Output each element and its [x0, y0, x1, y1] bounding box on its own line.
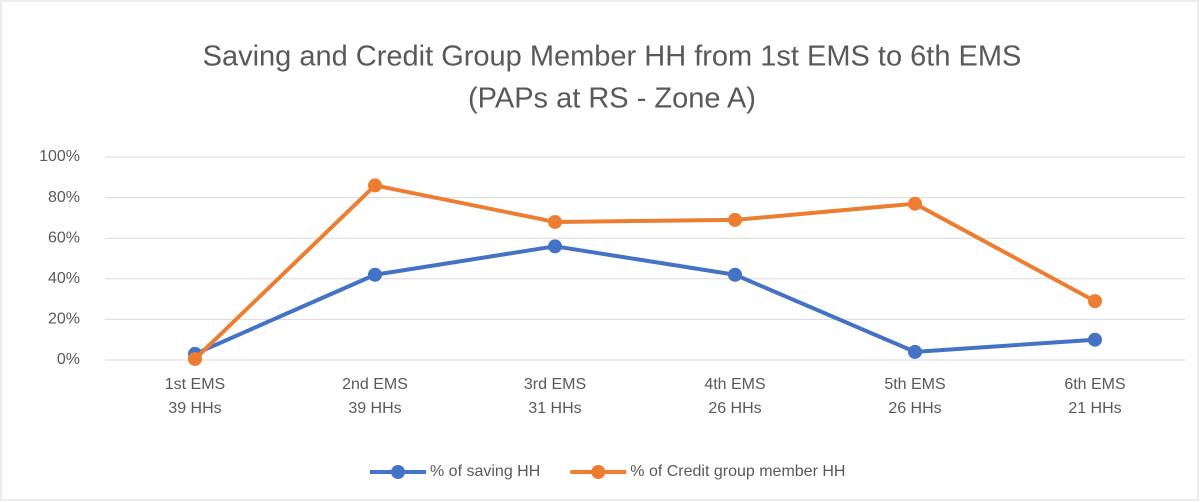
chart-subtitle: (PAPs at RS - Zone A) — [468, 83, 756, 115]
x-tick-label: 6th EMS — [1064, 376, 1125, 393]
series-line — [194, 244, 1096, 356]
data-point — [548, 239, 562, 254]
chart-title: Saving and Credit Group Member HH from 1… — [203, 41, 1022, 73]
x-tick-label: 26 HHs — [708, 400, 761, 417]
y-tick-label: 80% — [48, 189, 80, 206]
series-line — [193, 183, 1096, 361]
legend-label: % of saving HH — [430, 463, 540, 480]
y-tick-label: 100% — [39, 148, 80, 165]
data-point — [368, 267, 382, 282]
legend-label: % of Credit group member HH — [630, 463, 845, 480]
y-tick-label: 40% — [48, 270, 80, 287]
y-tick-label: 60% — [48, 229, 80, 246]
x-tick-label: 4th EMS — [704, 376, 765, 393]
y-tick-label: 20% — [48, 311, 80, 328]
x-tick-label: 26 HHs — [888, 400, 941, 417]
data-point — [728, 212, 742, 227]
x-tick-label: 39 HHs — [168, 400, 221, 417]
data-point — [188, 351, 202, 366]
data-point — [1088, 294, 1102, 309]
x-tick-label: 1st EMS — [165, 376, 225, 393]
x-tick-label: 5th EMS — [884, 376, 945, 393]
data-point — [908, 344, 922, 359]
data-point — [548, 214, 562, 229]
x-tick-label: 3rd EMS — [524, 376, 586, 393]
legend-swatch-marker — [591, 465, 606, 479]
data-point — [908, 196, 922, 211]
legend-swatch-marker — [391, 465, 405, 479]
y-tick-label: 0% — [57, 351, 80, 368]
data-point — [1088, 332, 1102, 347]
x-tick-label: 31 HHs — [528, 400, 581, 417]
x-tick-label: 2nd EMS — [342, 376, 408, 393]
x-tick-label: 21 HHs — [1068, 400, 1121, 417]
data-point — [368, 178, 382, 193]
data-point — [728, 267, 742, 282]
x-tick-label: 39 HHs — [348, 400, 401, 417]
